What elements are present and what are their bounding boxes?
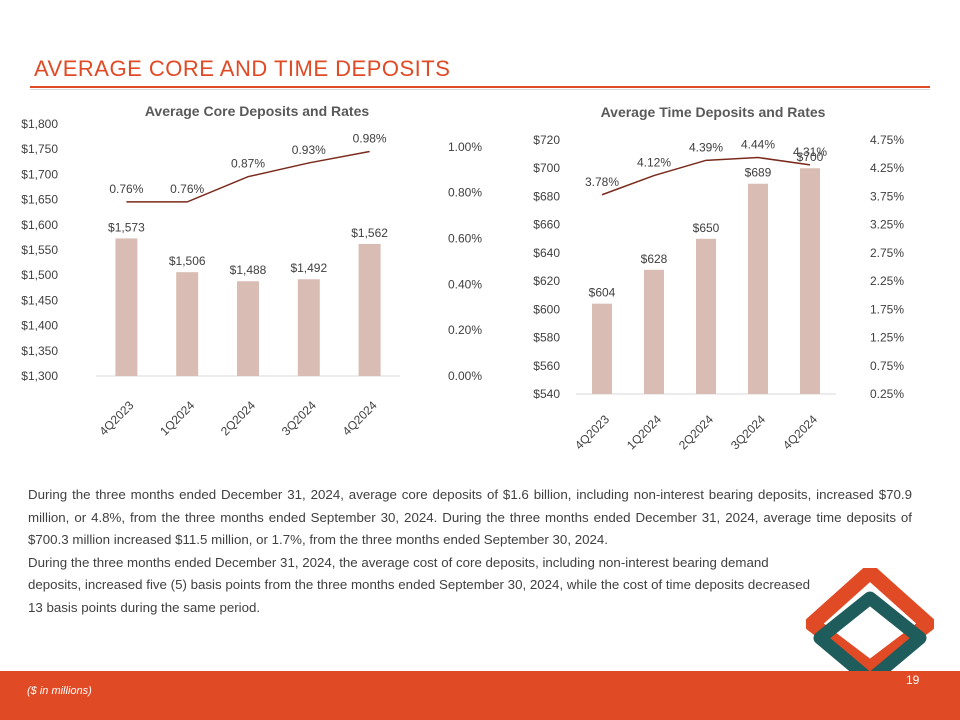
rate-data-label: 3.78% (585, 175, 619, 189)
bar (176, 272, 199, 376)
y2-axis-tick-label: 0.40% (448, 277, 482, 291)
y-axis-tick-label: $1,800 (21, 117, 58, 131)
y2-axis-tick-label: 0.25% (870, 387, 904, 401)
bar (237, 281, 259, 376)
y2-axis-tick-label: 4.25% (870, 161, 904, 175)
bar-data-label: $1,492 (290, 261, 327, 275)
y-axis-tick-label: $1,300 (21, 369, 58, 383)
core-deposits-chart: Average Core Deposits and Rates $1,300 $1,… (21, 103, 482, 438)
y2-axis-tick-label: 0.80% (448, 186, 482, 200)
y2-axis-tick-label: 1.75% (870, 302, 904, 316)
y-axis-tick-label: $600 (533, 302, 560, 316)
bar-data-label: $1,488 (230, 263, 267, 277)
y-axis-tick-label: $1,350 (21, 344, 58, 358)
x-axis-category-label: 2Q2024 (218, 398, 258, 438)
y2-axis-tick-label: 3.25% (870, 218, 904, 232)
chart-title: Average Time Deposits and Rates (601, 104, 826, 120)
chart-title: Average Core Deposits and Rates (145, 103, 370, 119)
y2-axis-tick-label: 1.00% (448, 140, 482, 154)
page-number: 19 (906, 673, 920, 687)
x-axis-category-label: 1Q2024 (624, 412, 664, 452)
y-axis-tick-label: $560 (533, 359, 560, 373)
y2-axis-tick-label: 4.75% (870, 133, 904, 147)
bar (644, 269, 664, 394)
commentary: During the three months ended December 3… (28, 484, 912, 619)
bar-data-label: $1,562 (351, 226, 388, 240)
y-axis-tick-label: $680 (533, 189, 560, 203)
page-title: AVERAGE CORE AND TIME DEPOSITS (34, 56, 451, 81)
rate-data-label: 4.39% (689, 140, 723, 154)
bar (800, 168, 820, 394)
bar (696, 238, 716, 394)
y-axis-tick-label: $640 (533, 246, 560, 260)
y-axis-tick-label: $1,450 (21, 293, 58, 307)
bar-data-label: $689 (745, 166, 772, 180)
rate-line (126, 150, 370, 203)
title-rule (30, 86, 930, 88)
y2-axis-tick-label: 0.00% (448, 369, 482, 383)
x-axis-category-label: 1Q2024 (157, 398, 197, 438)
rate-data-label: 0.76% (170, 182, 204, 196)
rate-line (601, 156, 811, 196)
y2-axis-tick-label: 2.75% (870, 246, 904, 260)
x-axis-category-label: 4Q2023 (572, 412, 612, 452)
x-axis-category-label: 3Q2024 (728, 412, 768, 452)
y-axis-tick-label: $1,550 (21, 243, 58, 257)
bar (115, 238, 138, 376)
y-axis-tick-label: $660 (533, 218, 560, 232)
rate-data-label: 0.93% (292, 143, 326, 157)
bar-data-label: $1,506 (169, 254, 206, 268)
rate-data-label: 0.98% (353, 131, 387, 145)
y-axis-tick-label: $720 (533, 133, 560, 147)
bar (358, 243, 381, 376)
footer-bar (0, 671, 960, 720)
y-axis-tick-label: $580 (533, 331, 560, 345)
y-axis-tick-label: $1,750 (21, 142, 58, 156)
x-axis-category-label: 4Q2024 (340, 398, 380, 438)
y-axis-tick-label: $1,600 (21, 218, 58, 232)
bar-data-label: $1,573 (108, 220, 145, 234)
title-rule-shadow (30, 89, 930, 90)
rate-data-label: 0.87% (231, 157, 265, 171)
footnote: ($ in millions) (27, 685, 92, 697)
y-axis-tick-label: $540 (533, 387, 560, 401)
bar (592, 303, 612, 394)
y2-axis-tick-label: 3.75% (870, 189, 904, 203)
y2-axis-tick-label: 2.25% (870, 274, 904, 288)
x-axis-category-label: 2Q2024 (676, 412, 716, 452)
y2-axis-tick-label: 0.20% (448, 323, 482, 337)
x-axis-category-label: 4Q2024 (780, 412, 820, 452)
bar (297, 279, 320, 376)
x-axis-category-label: 3Q2024 (279, 398, 319, 438)
rate-data-label: 4.44% (741, 137, 775, 151)
bar (748, 183, 768, 394)
y-axis-tick-label: $1,500 (21, 268, 58, 282)
commentary-paragraph-1: During the three months ended December 3… (28, 487, 912, 547)
commentary-paragraph-2: During the three months ended December 3… (28, 554, 810, 615)
rate-data-label: 4.12% (637, 156, 671, 170)
y-axis-tick-label: $620 (533, 274, 560, 288)
y-axis-tick-label: $1,650 (21, 193, 58, 207)
bar-data-label: $628 (641, 252, 668, 266)
y2-axis-tick-label: 0.60% (448, 232, 482, 246)
y-axis-tick-label: $1,700 (21, 167, 58, 181)
bar-data-label: $650 (693, 221, 720, 235)
y2-axis-tick-label: 1.25% (870, 331, 904, 345)
bar-data-label: $700 (797, 150, 824, 164)
time-deposits-chart: Average Time Deposits and Rates $540 $560 $… (533, 104, 904, 452)
x-axis-category-label: 4Q2023 (96, 398, 136, 438)
bar-data-label: $604 (589, 286, 616, 300)
y-axis-tick-label: $700 (533, 161, 560, 175)
rate-data-label: 4.31% (793, 145, 827, 159)
y-axis-tick-label: $1,400 (21, 319, 58, 333)
y2-axis-tick-label: 0.75% (870, 359, 904, 373)
logo-orange-diamond (806, 568, 934, 676)
rate-data-label: 0.76% (109, 182, 143, 196)
